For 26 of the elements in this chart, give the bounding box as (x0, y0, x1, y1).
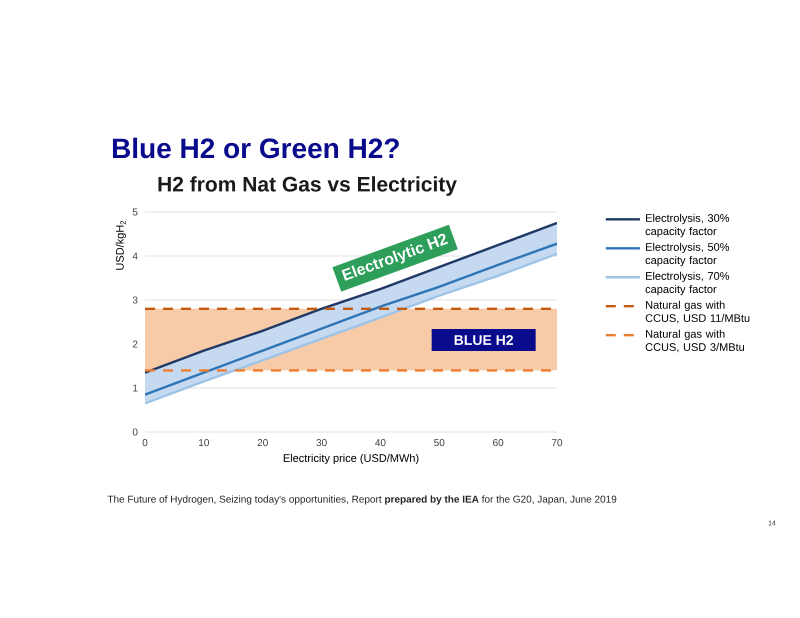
x-tick-label: 40 (375, 439, 386, 446)
annotation: BLUE H2 (454, 335, 514, 345)
x-tick-label: 10 (199, 439, 210, 446)
y-tick-label: 0 (132, 428, 138, 436)
y-tick-label: 5 (132, 208, 138, 216)
legend-label: Electrolysis, 30% capacity factor (646, 214, 730, 238)
y-tick-label: 1 (133, 384, 138, 392)
x-tick-label: 30 (316, 439, 327, 446)
x-tick-label: 60 (493, 439, 504, 446)
x-axis-title: Electricity price (USD/MWh) (284, 454, 418, 464)
line-series (145, 222, 557, 374)
chart-title: Blue H2 or Green H2? (112, 138, 399, 158)
y-axis-title: USD/kgH$_{2}$ (116, 220, 126, 270)
x-tick-label: 70 (552, 439, 562, 446)
x-tick-label: 0 (142, 439, 148, 446)
y-tick-label: 4 (132, 252, 138, 260)
y-tick-label: 3 (132, 296, 138, 304)
legend-label: Electrolysis, 50% capacity factor (646, 242, 730, 266)
text: The Future of Hydrogen, Seizing today's opportunities, Report prepared by the IEA for the G20, Japan, June 2019 (108, 495, 616, 505)
legend-label: Natural gas with CCUS, USD 11/MBtu (646, 300, 750, 324)
legend-label: Electrolysis, 70% capacity factor (646, 272, 730, 296)
x-tick-label: 20 (258, 439, 268, 446)
legend-label: Natural gas with CCUS, USD 3/MBtu (646, 330, 744, 352)
chart-subtitle: H2 from Nat Gas vs Electricity (158, 176, 457, 196)
y-tick-label: 2 (132, 340, 138, 348)
x-tick-label: 50 (434, 439, 444, 446)
